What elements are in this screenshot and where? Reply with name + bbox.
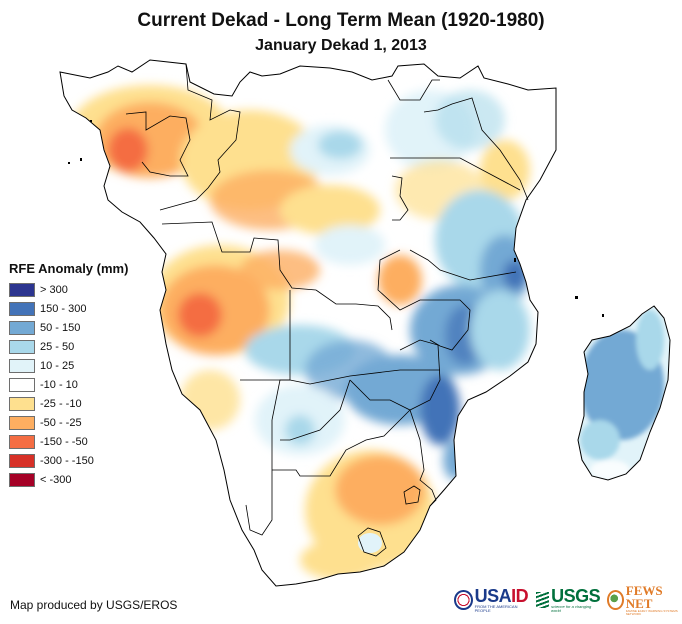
legend-swatch bbox=[9, 301, 35, 316]
legend-swatch bbox=[9, 472, 35, 487]
fews-name: FEWS NET bbox=[625, 583, 663, 611]
usgs-name: USGS bbox=[551, 586, 601, 606]
legend-swatch bbox=[9, 453, 35, 468]
fews-net-logo: FEWS NET FAMINE EARLY WARNING SYSTEMS NE… bbox=[606, 583, 682, 616]
legend-item: -300 - -150 bbox=[9, 451, 128, 470]
legend-item: 150 - 300 bbox=[9, 299, 128, 318]
map-title: Current Dekad - Long Term Mean (1920-198… bbox=[137, 10, 545, 31]
legend-item: -10 - 10 bbox=[9, 375, 128, 394]
usaid-logo: USAID FROM THE AMERICAN PEOPLE bbox=[454, 587, 530, 613]
partner-logos: USAID FROM THE AMERICAN PEOPLE USGS scie… bbox=[454, 584, 682, 616]
legend-swatch bbox=[9, 396, 35, 411]
legend-label: 50 - 150 bbox=[40, 321, 81, 334]
legend-label: -50 - -25 bbox=[40, 416, 82, 429]
legend-label: < -300 bbox=[40, 473, 72, 486]
legend-item: 25 - 50 bbox=[9, 337, 128, 356]
legend-label: > 300 bbox=[40, 283, 68, 296]
usgs-tagline: science for a changing world bbox=[551, 604, 592, 613]
legend-item: 10 - 25 bbox=[9, 356, 128, 375]
legend: RFE Anomaly (mm) > 300 150 - 300 50 - 150 2… bbox=[9, 261, 128, 489]
legend-swatch bbox=[9, 358, 35, 373]
legend-item: -150 - -50 bbox=[9, 432, 128, 451]
legend-item: -25 - -10 bbox=[9, 394, 128, 413]
legend-item: 50 - 150 bbox=[9, 318, 128, 337]
legend-label: -25 - -10 bbox=[40, 397, 82, 410]
legend-label: -10 - 10 bbox=[40, 378, 78, 391]
madagascar-coastline bbox=[577, 305, 671, 481]
islands bbox=[68, 120, 604, 317]
legend-swatch bbox=[9, 282, 35, 297]
usaid-tagline: FROM THE AMERICAN PEOPLE bbox=[474, 604, 518, 613]
fews-tagline: FAMINE EARLY WARNING SYSTEMS NETWORK bbox=[625, 609, 678, 616]
usgs-mark-icon bbox=[535, 592, 550, 608]
map-subtitle: January Dekad 1, 2013 bbox=[255, 37, 427, 54]
legend-item: -50 - -25 bbox=[9, 413, 128, 432]
legend-label: 25 - 50 bbox=[40, 340, 75, 353]
legend-label: -150 - -50 bbox=[40, 435, 88, 448]
legend-item: > 300 bbox=[9, 280, 128, 299]
legend-swatch bbox=[9, 377, 35, 392]
usaid-name-a: USA bbox=[474, 586, 512, 606]
usgs-logo: USGS science for a changing world bbox=[535, 586, 601, 613]
legend-label: -300 - -150 bbox=[40, 454, 94, 467]
credit-text: Map produced by USGS/EROS bbox=[10, 598, 178, 612]
legend-title: RFE Anomaly (mm) bbox=[9, 261, 129, 276]
lesotho-area bbox=[358, 533, 382, 553]
legend-swatch bbox=[9, 339, 35, 354]
country-borders bbox=[125, 63, 529, 557]
legend-label: 150 - 300 bbox=[40, 302, 87, 315]
legend-swatch bbox=[9, 320, 35, 335]
legend-item: < -300 bbox=[9, 470, 128, 489]
legend-swatch bbox=[9, 415, 35, 430]
globe-icon bbox=[606, 590, 624, 610]
legend-label: 10 - 25 bbox=[40, 359, 75, 372]
usaid-name-b: ID bbox=[511, 586, 529, 606]
legend-swatch bbox=[9, 434, 35, 449]
usaid-seal-icon bbox=[454, 590, 473, 610]
